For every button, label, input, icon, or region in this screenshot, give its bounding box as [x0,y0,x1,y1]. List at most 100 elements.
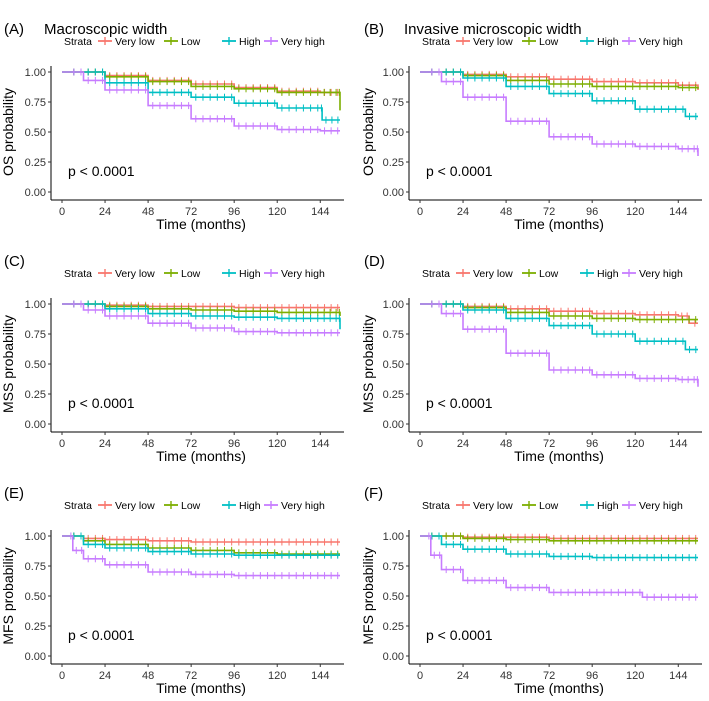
x-tick-label: 144 [669,438,687,450]
y-tick-label: 0.50 [383,359,404,371]
x-tick-label: 0 [417,670,423,682]
legend-key-very-low: Very low [98,500,155,512]
panel-label: (D) [364,253,385,270]
series-high [62,300,341,330]
x-tick-label: 0 [59,670,65,682]
km-curve [62,71,340,94]
km-curve [62,303,341,316]
x-axis-title: Time (months) [514,680,604,696]
x-tick-label: 144 [311,438,329,450]
legend-label: High [597,36,619,48]
x-tick-label: 48 [500,206,512,218]
legend-title: Strata [64,36,92,48]
km-curve [62,535,340,555]
legend-key-low: Low [522,268,559,280]
y-tick-label: 0.75 [383,561,404,573]
legend-label: High [597,500,619,512]
legend: Strata Very low Low High Very high [422,500,683,512]
panel-e: (E) Strata Very low Low High Very high 0.00 0.2… [0,485,344,696]
legend-key-high: High [222,268,261,280]
legend-title: Strata [422,36,450,48]
series-low [420,68,699,92]
km-curve [420,71,699,90]
x-tick-label: 96 [586,206,598,218]
y-axis-title: OS probability [0,88,16,176]
km-curve [62,303,341,330]
y-tick-label: 1.00 [25,531,46,543]
y-tick-label: 0.00 [25,187,46,199]
legend-key-very-low: Very low [456,500,513,512]
legend-label: Very high [281,268,325,280]
panel-title: Invasive microscopic width [404,21,582,38]
legend-label: Low [539,268,559,280]
legend: Strata Very low Low High Very high [64,500,325,512]
x-tick-label: 72 [543,670,555,682]
y-tick-label: 0.75 [383,97,404,109]
legend: Strata Very low Low High Very high [64,268,325,280]
y-tick-label: 0.25 [25,389,46,401]
legend-label: Very high [281,500,325,512]
x-tick-label: 0 [417,206,423,218]
x-tick-label: 96 [228,670,240,682]
legend-label: Low [181,500,201,512]
x-tick-label: 72 [543,206,555,218]
x-tick-label: 24 [99,670,111,682]
km-curve [420,535,698,542]
y-tick-label: 1.00 [25,67,46,79]
legend-label: Very low [473,36,513,48]
km-curve [420,303,698,324]
legend-key-very-high: Very high [622,500,683,512]
x-tick-label: 48 [142,206,154,218]
series-very-low [62,532,340,546]
legend-label: Very low [115,500,155,512]
legend-key-high: High [222,36,261,48]
series-very-high [420,300,699,387]
y-tick-label: 0.00 [383,419,404,431]
legend-title: Strata [64,268,92,280]
legend-key-very-high: Very high [264,268,325,280]
x-tick-label: 120 [626,438,644,450]
y-tick-label: 0.50 [25,127,46,139]
x-tick-label: 24 [99,438,111,450]
legend-label: Low [539,500,559,512]
x-axis-title: Time (months) [514,448,604,464]
legend-title: Strata [64,500,92,512]
legend-label: Low [539,36,559,48]
p-value: p < 0.0001 [426,395,493,411]
y-tick-label: 0.00 [383,187,404,199]
x-tick-label: 72 [543,438,555,450]
panel-label: (F) [364,485,383,502]
y-tick-label: 0.00 [383,651,404,663]
legend-key-very-low: Very low [456,36,513,48]
legend-label: High [239,268,261,280]
y-axis-title: MFS probability [0,547,16,644]
legend-key-very-high: Very high [622,268,683,280]
legend-key-very-high: Very high [264,500,325,512]
legend-label: High [239,36,261,48]
panel-label: (C) [4,253,25,270]
series-very-high [62,300,340,337]
km-curve [62,535,340,556]
y-axis-title: MSS probability [360,315,376,413]
y-axis-title: MSS probability [0,315,16,413]
x-axis-title: Time (months) [156,680,246,696]
x-tick-label: 24 [457,206,469,218]
x-tick-label: 24 [457,670,469,682]
x-tick-label: 48 [142,670,154,682]
x-tick-label: 120 [268,206,286,218]
series-high [420,532,698,562]
legend-label: High [597,268,619,280]
legend: Strata Very low Low High Very high [422,268,683,280]
panel-title: Macroscopic width [44,21,167,38]
legend-key-low: Low [164,268,201,280]
km-curve [420,71,699,156]
km-curve [62,303,340,334]
panel-label: (E) [4,485,24,502]
y-tick-label: 1.00 [25,299,46,311]
series-high [62,68,340,124]
y-axis-title: OS probability [360,88,376,176]
x-tick-label: 72 [185,438,197,450]
panel-d: (D) Strata Very low Low High Very high 0.00 0.2… [360,253,702,464]
